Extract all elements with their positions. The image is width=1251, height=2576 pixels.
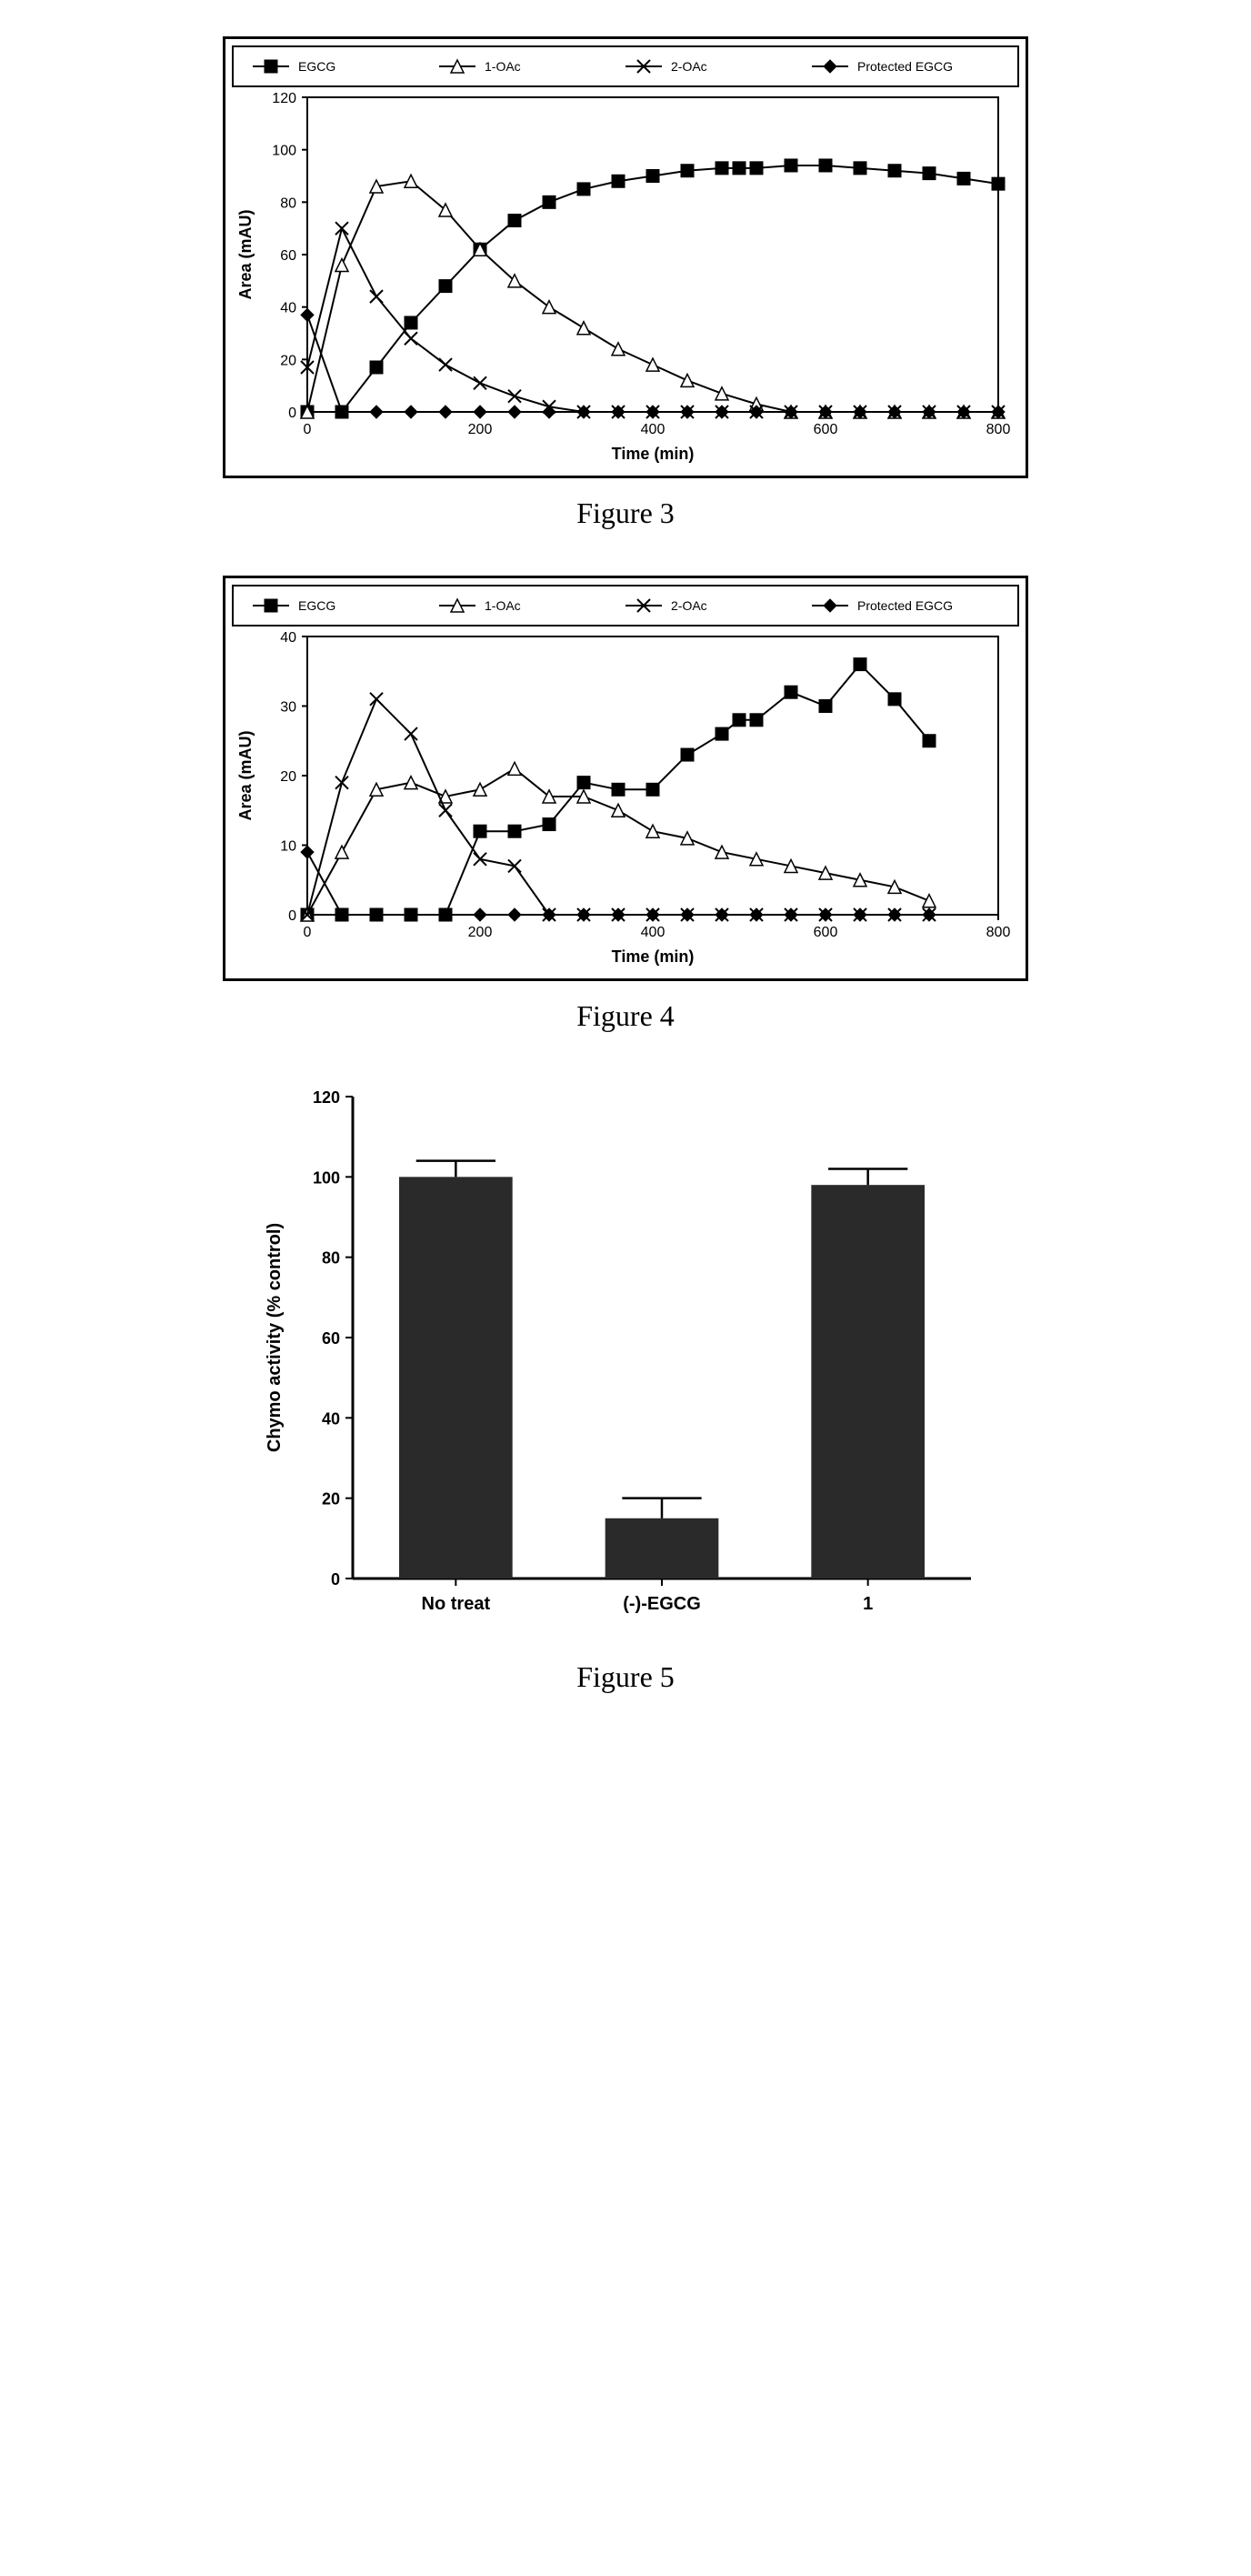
- svg-text:40: 40: [322, 1409, 340, 1428]
- svg-text:600: 600: [814, 422, 838, 437]
- svg-text:Area (mAU): Area (mAU): [236, 209, 255, 299]
- svg-text:100: 100: [272, 144, 296, 159]
- figure-4: EGCG1-OAc2-OAcProtected EGCG010203040020…: [223, 576, 1028, 1033]
- svg-text:40: 40: [280, 301, 296, 316]
- svg-text:0: 0: [304, 925, 312, 940]
- figure-3-chart: EGCG 1-OAc 2-OAc Protected EGCG 0 20 40 60 80 100…: [223, 36, 1028, 478]
- svg-text:2-OAc: 2-OAc: [671, 59, 707, 74]
- svg-text:(-)-EGCG: (-)-EGCG: [623, 1594, 701, 1614]
- figure-4-caption: Figure 4: [576, 999, 675, 1033]
- svg-text:Protected EGCG: Protected EGCG: [857, 59, 953, 74]
- figure-5-caption: Figure 5: [576, 1660, 675, 1694]
- svg-text:800: 800: [986, 422, 1011, 437]
- svg-text:60: 60: [280, 248, 296, 264]
- svg-text:EGCG: EGCG: [298, 598, 335, 613]
- svg-text:0: 0: [288, 908, 296, 924]
- figure-5-chart: 0 20 40 60 80 100 120 Chymo activity (% control…: [253, 1078, 998, 1642]
- svg-text:Time (min): Time (min): [612, 947, 695, 966]
- figure-4-chart: EGCG1-OAc2-OAcProtected EGCG010203040020…: [223, 576, 1028, 981]
- svg-text:800: 800: [986, 925, 1011, 940]
- svg-text:1: 1: [863, 1594, 873, 1614]
- svg-text:60: 60: [322, 1329, 340, 1348]
- svg-text:1-OAc: 1-OAc: [485, 598, 521, 613]
- svg-text:No treat: No treat: [422, 1594, 491, 1614]
- svg-text:400: 400: [641, 422, 666, 437]
- svg-text:Protected EGCG: Protected EGCG: [857, 598, 953, 613]
- svg-text:600: 600: [814, 925, 838, 940]
- svg-text:1-OAc: 1-OAc: [485, 59, 521, 74]
- svg-text:40: 40: [280, 630, 296, 646]
- svg-text:0: 0: [331, 1570, 340, 1589]
- figure-3-caption: Figure 3: [576, 496, 675, 530]
- svg-text:0: 0: [304, 422, 312, 437]
- svg-text:120: 120: [272, 91, 296, 106]
- svg-text:400: 400: [641, 925, 666, 940]
- svg-text:Chymo activity (% control): Chymo activity (% control): [265, 1223, 285, 1452]
- svg-text:10: 10: [280, 839, 296, 855]
- svg-text:30: 30: [280, 700, 296, 716]
- svg-text:200: 200: [468, 422, 493, 437]
- svg-text:Area (mAU): Area (mAU): [236, 730, 255, 820]
- svg-text:EGCG: EGCG: [298, 59, 335, 74]
- svg-text:80: 80: [322, 1249, 340, 1268]
- svg-text:2-OAc: 2-OAc: [671, 598, 707, 613]
- figure-5: 0 20 40 60 80 100 120 Chymo activity (% control…: [253, 1078, 998, 1694]
- svg-text:Time (min): Time (min): [612, 445, 695, 463]
- figure-3: EGCG 1-OAc 2-OAc Protected EGCG 0 20 40 60 80 100…: [223, 36, 1028, 530]
- svg-text:100: 100: [313, 1168, 340, 1187]
- svg-text:20: 20: [280, 353, 296, 368]
- svg-text:20: 20: [280, 769, 296, 785]
- svg-text:120: 120: [313, 1088, 340, 1107]
- svg-text:0: 0: [288, 406, 296, 421]
- svg-text:80: 80: [280, 195, 296, 211]
- svg-text:20: 20: [322, 1490, 340, 1509]
- svg-text:200: 200: [468, 925, 493, 940]
